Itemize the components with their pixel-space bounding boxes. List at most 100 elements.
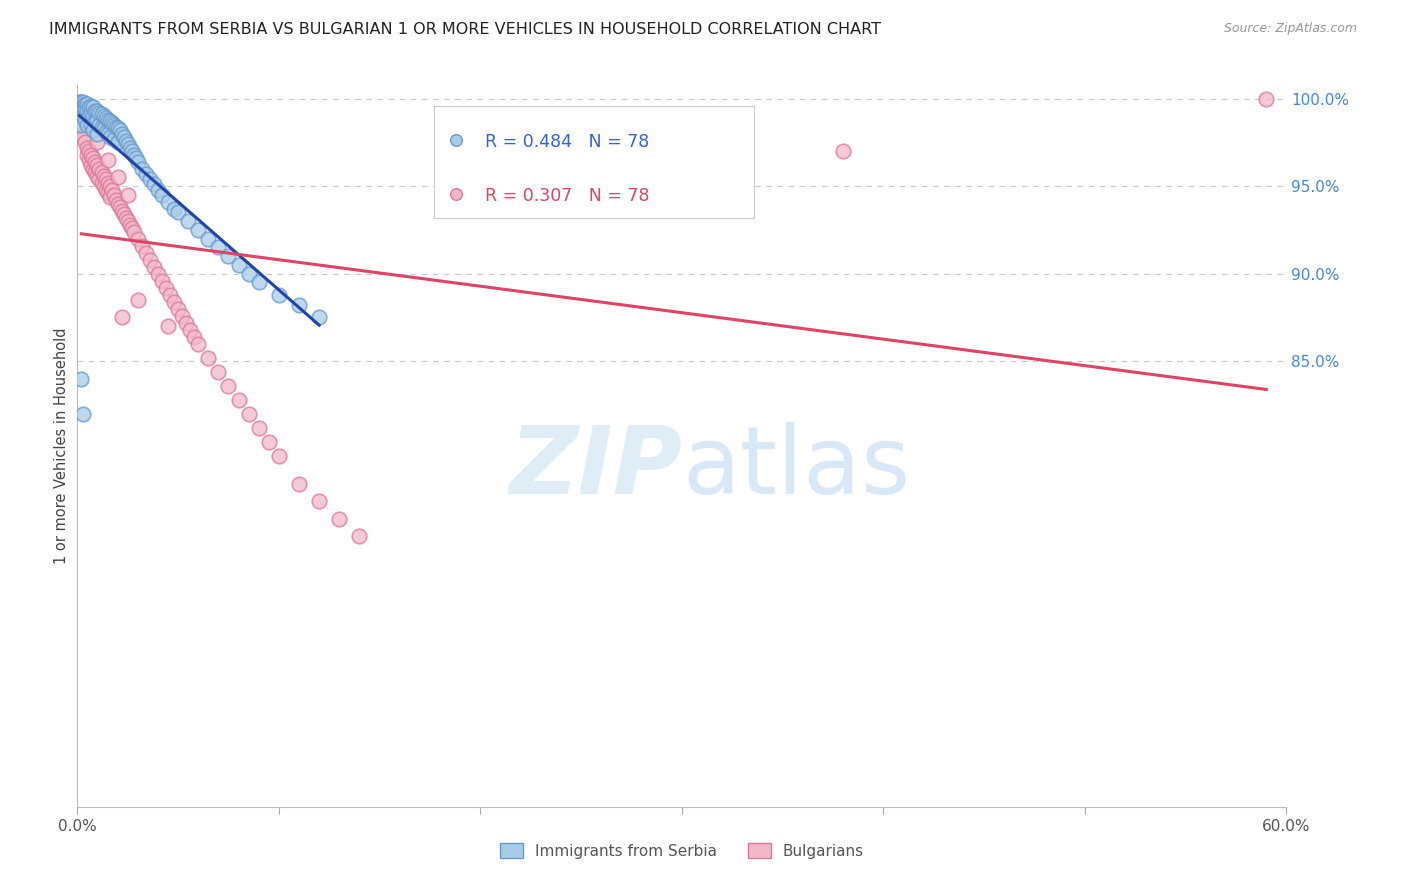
Point bbox=[100, 183, 122, 197]
Point bbox=[157, 194, 180, 209]
Point bbox=[89, 105, 111, 120]
Point bbox=[150, 188, 173, 202]
Point bbox=[94, 172, 117, 186]
Point bbox=[131, 238, 153, 252]
Point bbox=[104, 193, 127, 207]
Point bbox=[76, 147, 98, 161]
Point bbox=[108, 123, 131, 137]
Point bbox=[75, 97, 97, 112]
Point bbox=[98, 179, 121, 194]
Point bbox=[82, 151, 104, 165]
Point bbox=[150, 274, 173, 288]
Point bbox=[94, 183, 117, 197]
Point bbox=[103, 132, 125, 146]
Point bbox=[127, 293, 149, 307]
Point bbox=[72, 95, 94, 110]
Point bbox=[79, 109, 101, 123]
Point bbox=[82, 123, 104, 137]
Point bbox=[218, 249, 240, 263]
Point bbox=[125, 151, 148, 165]
Point bbox=[103, 188, 125, 202]
Point bbox=[267, 287, 290, 301]
Point bbox=[207, 365, 229, 379]
Point bbox=[247, 420, 270, 434]
Point bbox=[107, 136, 129, 150]
Point bbox=[257, 434, 280, 449]
Point bbox=[89, 118, 111, 132]
Point bbox=[135, 167, 157, 181]
Point bbox=[75, 102, 97, 116]
Point bbox=[228, 258, 250, 272]
Point bbox=[157, 319, 180, 334]
Text: Source: ZipAtlas.com: Source: ZipAtlas.com bbox=[1223, 22, 1357, 36]
Point bbox=[98, 190, 121, 204]
Point bbox=[187, 223, 209, 237]
Point bbox=[104, 120, 127, 134]
Point bbox=[118, 141, 141, 155]
Point bbox=[111, 127, 134, 141]
Point bbox=[183, 329, 205, 343]
Point bbox=[96, 176, 118, 190]
Point bbox=[79, 145, 101, 159]
Point bbox=[82, 161, 104, 176]
Point bbox=[111, 310, 134, 325]
Point bbox=[131, 161, 153, 176]
Point bbox=[172, 309, 194, 323]
Point bbox=[90, 107, 112, 121]
Point bbox=[72, 130, 94, 145]
Point bbox=[93, 169, 115, 183]
Point bbox=[86, 136, 108, 150]
Point bbox=[349, 529, 371, 543]
Point bbox=[187, 336, 209, 351]
Text: IMMIGRANTS FROM SERBIA VS BULGARIAN 1 OR MORE VEHICLES IN HOUSEHOLD CORRELATION : IMMIGRANTS FROM SERBIA VS BULGARIAN 1 OR… bbox=[49, 22, 882, 37]
Point bbox=[122, 225, 145, 239]
Point bbox=[163, 294, 186, 309]
Point bbox=[146, 183, 169, 197]
Point bbox=[328, 511, 350, 525]
Point bbox=[76, 103, 98, 118]
Point bbox=[72, 102, 94, 116]
Point bbox=[127, 154, 149, 169]
Point bbox=[96, 127, 118, 141]
Point bbox=[107, 196, 129, 211]
Point bbox=[86, 103, 108, 118]
Point bbox=[67, 95, 90, 110]
Point bbox=[114, 134, 136, 148]
Point bbox=[228, 392, 250, 407]
Point bbox=[79, 100, 101, 114]
Point bbox=[79, 153, 101, 167]
Point bbox=[96, 112, 118, 127]
Point bbox=[107, 121, 129, 136]
Point bbox=[93, 179, 115, 194]
Point bbox=[80, 105, 103, 120]
Point bbox=[146, 267, 169, 281]
Point bbox=[247, 276, 270, 290]
Text: ZIP: ZIP bbox=[509, 422, 682, 514]
Point bbox=[93, 121, 115, 136]
Point bbox=[139, 252, 162, 267]
Point bbox=[142, 178, 165, 192]
Point bbox=[163, 202, 186, 216]
Text: atlas: atlas bbox=[682, 422, 910, 514]
Point bbox=[72, 99, 94, 113]
Point bbox=[84, 154, 107, 169]
Point bbox=[112, 207, 135, 221]
Point bbox=[80, 118, 103, 132]
Point bbox=[82, 118, 104, 132]
Point bbox=[159, 287, 181, 301]
Point bbox=[70, 100, 93, 114]
Point bbox=[103, 118, 125, 132]
Point bbox=[207, 240, 229, 254]
Point bbox=[98, 114, 121, 128]
Point bbox=[155, 281, 177, 295]
Y-axis label: 1 or more Vehicles in Household: 1 or more Vehicles in Household bbox=[53, 327, 69, 565]
Point bbox=[117, 188, 139, 202]
Point bbox=[86, 169, 108, 183]
Point bbox=[139, 172, 162, 186]
Point bbox=[84, 103, 107, 118]
Point bbox=[96, 153, 118, 167]
Point bbox=[89, 161, 111, 176]
Point bbox=[82, 109, 104, 123]
Point bbox=[75, 136, 97, 150]
Point bbox=[94, 111, 117, 125]
